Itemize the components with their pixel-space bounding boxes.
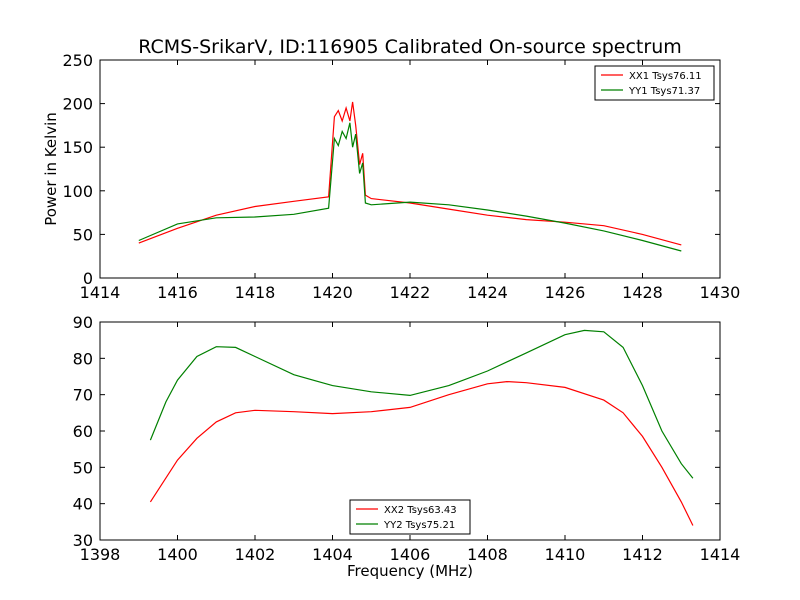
x-tick-label: 1430: [700, 283, 741, 302]
x-tick-label: 1420: [312, 283, 353, 302]
legend-entry-label: YY2 Tsys75.21: [383, 520, 455, 531]
x-tick-label: 1418: [235, 283, 276, 302]
series-line-top-1: [138, 122, 682, 252]
legend-box: [594, 65, 715, 101]
x-tick-label: 1428: [622, 283, 663, 302]
x-tick-label: 1414: [80, 283, 121, 302]
x-tick-label: 1414: [700, 545, 741, 564]
y-tick-label: 200: [62, 95, 93, 114]
y-tick-label: 0: [83, 269, 93, 288]
x-tick-label: 1404: [312, 545, 353, 564]
x-tick-label: 1402: [235, 545, 276, 564]
x-tick-label: 1416: [157, 283, 198, 302]
y-tick-label: 50: [73, 458, 93, 477]
y-tick-label: 80: [73, 349, 93, 368]
x-tick-label: 1400: [157, 545, 198, 564]
bottom-spectrum-panel: 1398 1400 1402 1404 1406 1408 1410 1412 1414 30 40…: [73, 313, 741, 580]
series-line-top-0: [138, 101, 682, 246]
y-tick-label: 70: [73, 386, 93, 405]
x-tick-label: 1398: [80, 545, 121, 564]
x-tick-label: 1410: [545, 545, 586, 564]
bottom-x-axis-label: Frequency (MHz): [347, 562, 473, 580]
x-tick-label: 1412: [622, 545, 663, 564]
y-tick-label: 50: [73, 225, 93, 244]
y-tick-label: 40: [73, 495, 93, 514]
x-tick-label: 1422: [390, 283, 431, 302]
y-tick-label: 60: [73, 422, 93, 441]
top-spectrum-panel: 1414 1416 1418 1420 1422 1424 1426 1428 1430 0 50 1…: [42, 51, 740, 302]
bottom-plot-border: [99, 321, 721, 541]
x-tick-label: 1408: [467, 545, 508, 564]
top-y-axis-label: Power in Kelvin: [42, 112, 60, 226]
x-tick-label: 1424: [467, 283, 508, 302]
legend-entry-label: XX1 Tsys76.11: [629, 71, 702, 82]
legend-entry-label: YY1 Tsys71.37: [628, 86, 700, 97]
series-line-bottom-1: [149, 329, 694, 479]
y-tick-label: 100: [62, 182, 93, 201]
legend-entry-label: XX2 Tsys63.43: [384, 505, 457, 516]
y-tick-label: 150: [62, 138, 93, 157]
top-plot-border: [99, 59, 721, 279]
top-legend: XX1 Tsys76.11 YY1 Tsys71.37: [594, 65, 715, 101]
x-tick-label: 1406: [390, 545, 431, 564]
bottom-legend: XX2 Tsys63.43 YY2 Tsys75.21: [349, 499, 471, 535]
series-line-bottom-0: [149, 380, 694, 526]
x-tick-label: 1426: [545, 283, 586, 302]
legend-box: [349, 499, 471, 535]
figure-title: RCMS-SrikarV, ID:116905 Calibrated On-so…: [138, 36, 682, 58]
y-tick-label: 250: [62, 51, 93, 70]
y-tick-label: 90: [73, 313, 93, 332]
y-tick-label: 30: [73, 531, 93, 550]
